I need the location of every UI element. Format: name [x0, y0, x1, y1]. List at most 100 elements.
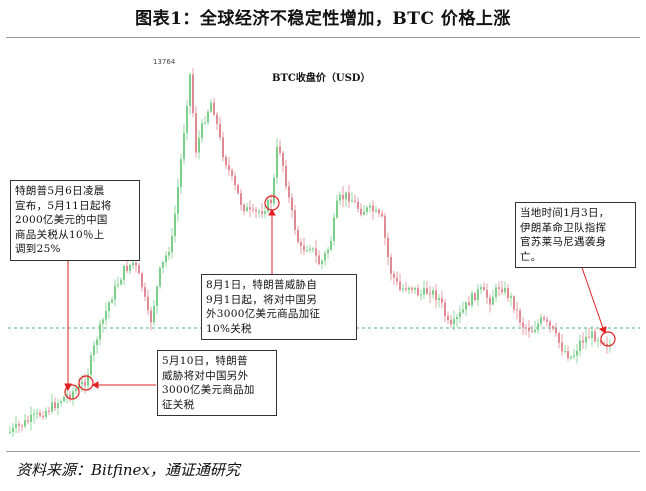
candle-body	[384, 216, 386, 238]
chart-legend: BTC收盘价（USD）	[272, 73, 371, 84]
candle-body	[249, 207, 251, 210]
candle-body	[210, 102, 212, 112]
event-markers	[64, 195, 616, 400]
candle-body	[354, 200, 356, 202]
candle-body	[396, 277, 398, 282]
candle-body	[138, 265, 140, 274]
arrow-a2-head	[92, 381, 99, 389]
candle-body	[87, 374, 89, 386]
candle-body	[552, 326, 554, 329]
candle-body	[414, 287, 416, 290]
annotation-line: 外3000亿美元商品加征	[206, 308, 321, 320]
candle-body	[351, 200, 353, 202]
candle-body	[426, 288, 428, 294]
arrow-a1-head	[64, 383, 72, 392]
candle-body	[213, 102, 215, 115]
candle-body	[36, 412, 38, 414]
candle-body	[294, 210, 296, 230]
candle-body	[576, 350, 578, 356]
annotation-line: 官苏莱马尼遇袭身	[520, 236, 607, 248]
candle-body	[225, 157, 227, 166]
source-divider	[6, 451, 640, 452]
candle-body	[312, 248, 314, 250]
candle-body	[126, 265, 128, 271]
candle-body	[252, 209, 254, 211]
candle-body	[531, 331, 533, 333]
candle-body	[27, 420, 29, 422]
candle-body	[63, 397, 65, 402]
annotation-line: 8月1日，特朗普威胁自	[206, 279, 318, 291]
candle-body	[180, 159, 182, 188]
candle-body	[507, 288, 509, 298]
candle-body	[42, 415, 44, 418]
candle-body	[246, 207, 248, 212]
candle-body	[402, 288, 404, 290]
candle-body	[222, 137, 224, 158]
candle-body	[117, 284, 119, 286]
candle-body	[102, 319, 104, 324]
candle-body	[429, 293, 431, 295]
marker-may10	[78, 375, 94, 391]
title-divider	[6, 37, 640, 38]
marker-jan3	[600, 331, 616, 347]
candle-body	[105, 310, 107, 320]
candle-body	[498, 287, 500, 290]
candle-body	[297, 229, 299, 243]
candle-body	[141, 273, 143, 288]
candle-body	[231, 170, 233, 176]
candle-body	[567, 351, 569, 359]
candle-body	[120, 279, 122, 285]
candle-body	[390, 257, 392, 274]
candle-body	[438, 298, 440, 301]
peak-value-label: 13764	[153, 58, 176, 66]
candle-body	[132, 262, 134, 266]
candle-body	[186, 106, 188, 133]
source-note: 资料来源：Bitfinex，通证通研究	[16, 461, 240, 479]
candle-body	[237, 185, 239, 194]
candle-body	[279, 146, 281, 153]
candle-body	[345, 192, 347, 200]
candle-body	[603, 342, 605, 344]
arrow-a4	[579, 261, 605, 332]
candle-body	[363, 211, 365, 215]
candle-body	[348, 192, 350, 202]
candle-body	[360, 208, 362, 215]
candle-body	[309, 248, 311, 251]
candle-body	[156, 286, 158, 306]
candle-body	[336, 200, 338, 218]
candle-body	[228, 165, 230, 171]
annotation-line: 当地时间1月3日，	[520, 207, 610, 219]
candle-body	[177, 187, 179, 214]
candles-group	[9, 68, 611, 437]
candle-body	[174, 213, 176, 237]
candle-body	[492, 297, 494, 305]
candle-body	[408, 287, 410, 290]
candle-body	[90, 355, 92, 375]
candle-body	[495, 287, 497, 298]
candle-body	[399, 281, 401, 290]
candle-body	[171, 236, 173, 253]
candle-body	[123, 265, 125, 280]
candle-body	[333, 217, 335, 241]
candle-body	[96, 339, 98, 346]
candle-body	[339, 194, 341, 201]
candle-body	[69, 394, 71, 398]
candle-body	[24, 420, 26, 427]
candle-body	[597, 340, 599, 342]
candle-body	[525, 327, 527, 329]
annotation-line: 5月10日，特朗普	[162, 355, 248, 367]
annotation-line: 3000亿美元商品加	[162, 384, 255, 396]
candle-body	[273, 177, 275, 204]
candle-body	[471, 293, 473, 306]
candle-body	[264, 211, 266, 214]
candle-body	[441, 298, 443, 303]
candle-body	[540, 317, 542, 324]
candle-body	[417, 287, 419, 296]
candle-body	[195, 113, 197, 153]
candle-body	[240, 193, 242, 205]
candle-body	[387, 237, 389, 258]
candle-body	[12, 427, 14, 432]
candle-body	[243, 204, 245, 212]
candle-body	[234, 175, 236, 186]
candle-body	[18, 424, 20, 426]
